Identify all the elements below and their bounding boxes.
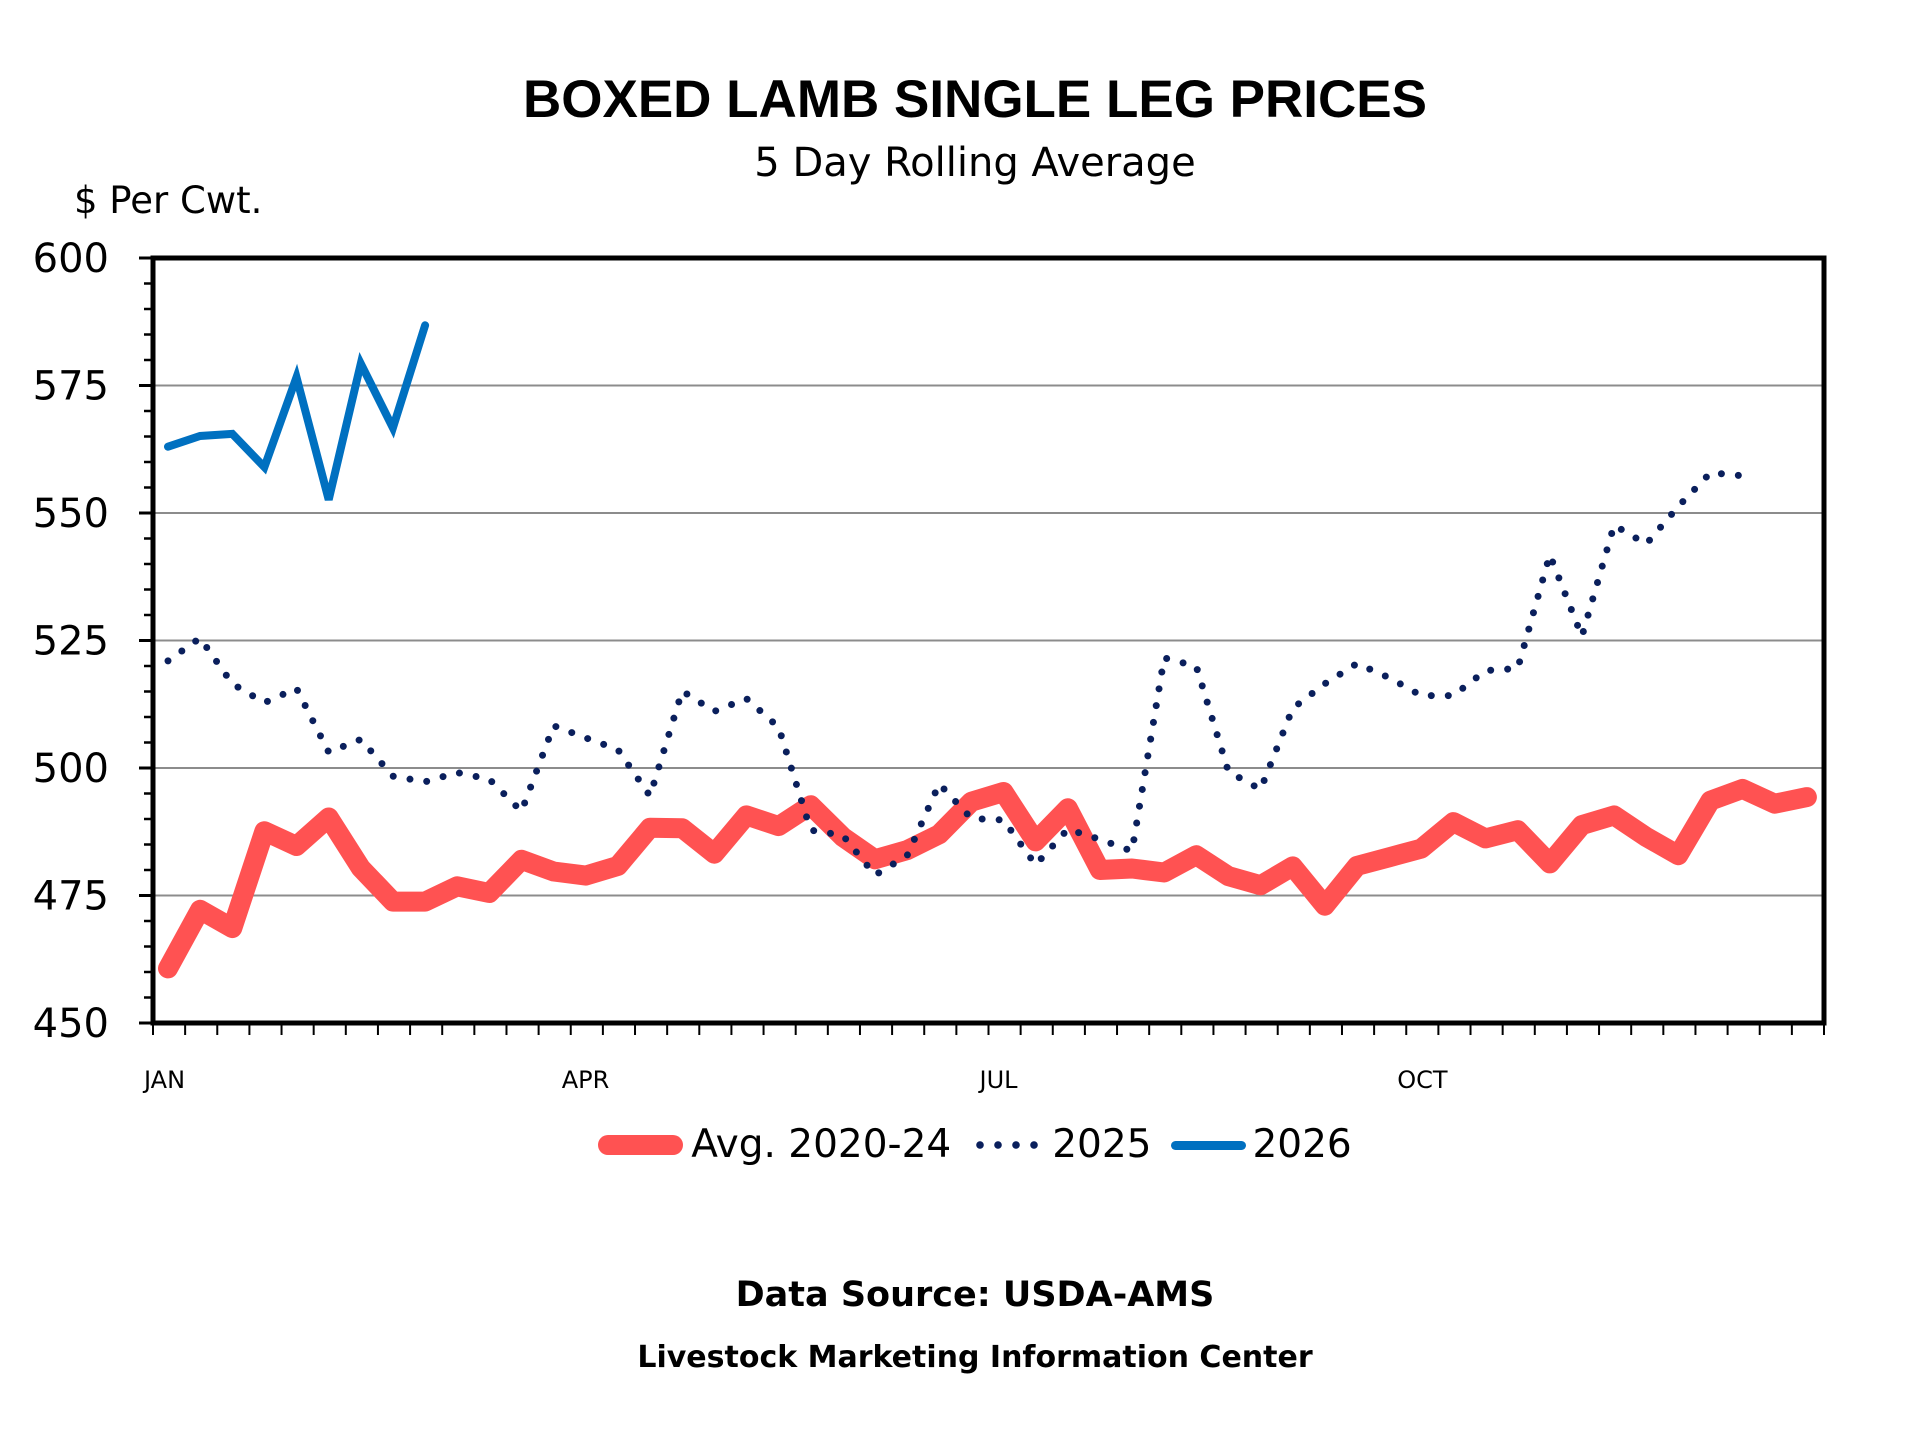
legend-label-2026: 2026 — [1252, 1122, 1352, 1167]
y-tick-label: 500 — [33, 746, 109, 792]
legend-swatch-2026 — [1171, 1140, 1247, 1150]
y-axis-label: $ Per Cwt. — [74, 179, 263, 222]
y-tick-label: 450 — [33, 1001, 109, 1047]
y-tick-label: 525 — [33, 619, 109, 665]
chart-title: BOXED LAMB SINGLE LEG PRICES — [522, 70, 1428, 129]
legend: Avg. 2020-24 2025 2026 — [0, 1120, 1920, 1170]
data-source: Data Source: USDA-AMS — [735, 1275, 1215, 1315]
legend-swatch-avg — [598, 1135, 684, 1155]
series-lines — [158, 321, 1817, 979]
legend-label-2025: 2025 — [1052, 1122, 1152, 1167]
chart-subtitle: 5 Day Rolling Average — [754, 140, 1196, 186]
x-tick-label: JUL — [978, 1066, 1019, 1094]
legend-label-avg: Avg. 2020-24 — [691, 1122, 952, 1167]
series-line-avg-2020-24 — [158, 778, 1817, 979]
series-line-2025 — [164, 469, 1747, 879]
x-tick-label: JAN — [142, 1066, 185, 1094]
series-line-2026 — [164, 321, 430, 501]
x-axis: JAN APR JUL OCT — [142, 1023, 1825, 1094]
plot-frame — [150, 255, 1827, 1026]
x-tick-label: OCT — [1397, 1066, 1448, 1094]
y-tick-label: 475 — [33, 874, 109, 920]
gridlines — [153, 384, 1824, 897]
legend-item-2025: 2025 — [971, 1120, 1151, 1170]
organization: Livestock Marketing Information Center — [637, 1340, 1313, 1375]
y-tick-label: 600 — [33, 236, 109, 282]
legend-item-avg: Avg. 2020-24 — [598, 1120, 951, 1170]
chart-plot: 450 475 500 525 550 575 600 JAN APR JUL OCT — [33, 236, 1827, 1094]
y-tick-label: 550 — [33, 491, 109, 537]
x-tick-label: APR — [562, 1066, 610, 1094]
y-axis: 450 475 500 525 550 575 600 — [33, 236, 153, 1047]
legend-swatch-2025 — [971, 1141, 1047, 1149]
legend-item-2026: 2026 — [1171, 1120, 1352, 1170]
y-tick-label: 575 — [33, 364, 109, 410]
